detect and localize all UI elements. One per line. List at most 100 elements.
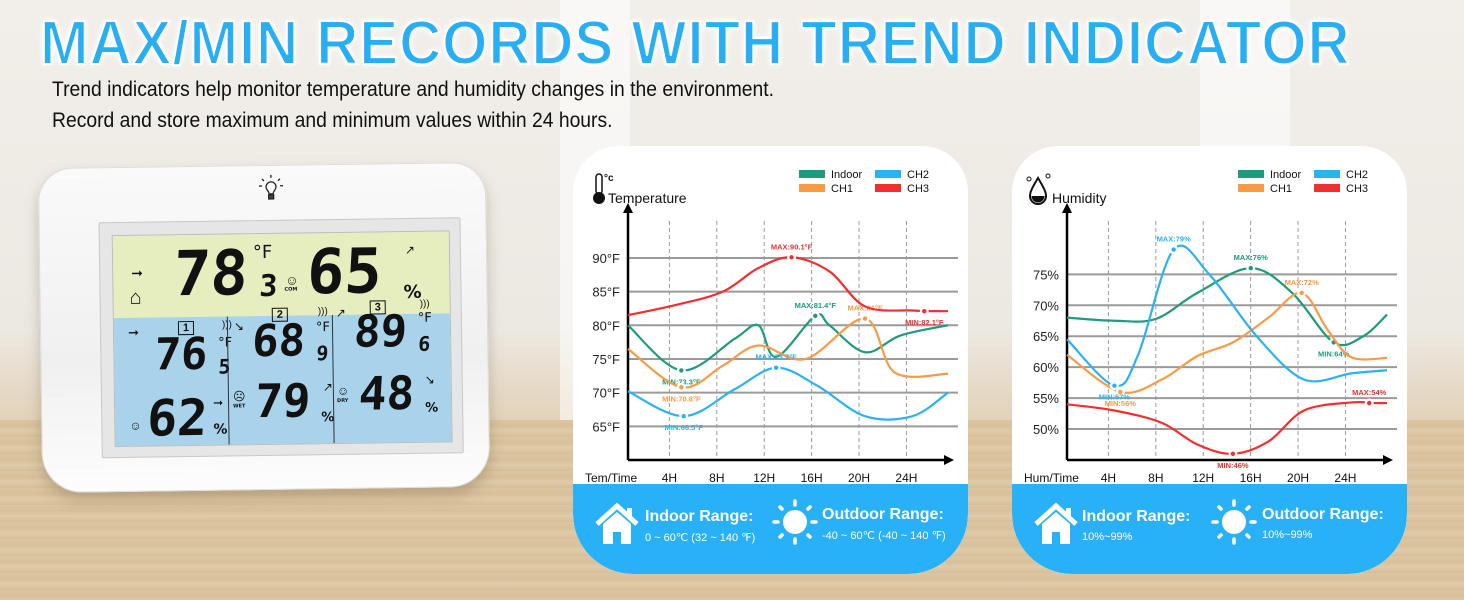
ch3-temp-value: 89 [352,305,409,358]
svg-text:CH3: CH3 [907,183,929,195]
humidity-line-chart: Humidity Indoor CH1 CH2 CH3 50% 55% 60% 65% 70% 75… [1024,169,1397,485]
x-tick-label: 16H [1240,471,1262,485]
sun-icon [1211,499,1257,545]
indoor-range-title: Indoor Range: [645,508,754,525]
trend-up-arrow-icon: ↗ [404,242,416,258]
point-annotation: MIN:70.8°F [662,394,701,403]
series-line-ch2 [627,366,949,421]
ch1-temp-unit: °F [218,335,233,351]
point-annotation: MIN:56% [1105,399,1137,408]
ch3-humidity-value: 48 [357,365,416,421]
series-line-indoor [1066,267,1388,347]
svg-text:CH2: CH2 [907,169,929,181]
humidity-range-footer: Indoor Range: 10%~99% Outdoor Range: 10%… [1012,484,1407,574]
x-tick-label: 8H [1148,471,1163,485]
trend-steady-arrow-icon: ➞ [131,264,144,281]
signal-icon: ))) [317,306,328,318]
outdoor-range-value: 10%~99% [1262,529,1313,541]
humidity-chart-card: Humidity Indoor CH1 CH2 CH3 50% 55% 60% 65% 70% 75… [1012,146,1407,574]
chart-title: Temperature [608,190,687,206]
y-tick-label: 85°F [592,285,620,300]
sun-icon [772,499,818,545]
ch3-temp-unit: °F [417,310,432,326]
trend-down-arrow-icon: ↘ [233,319,245,334]
subtitle-line-1: Trend indicators help monitor temperatur… [52,78,775,101]
x-tick-label: 4H [1101,471,1116,485]
indoor-temp-value: 78 [171,236,250,311]
comfort-face-icon: ☺ [336,383,350,398]
x-tick-label: 4H [662,471,677,485]
lcd-bezel: ➞ ⌂ 78 °F 3 ☺ COM 65 ↗ % ➞ 1 ))) 76 °F 5… [98,217,464,459]
x-tick-label: 8H [709,471,724,485]
x-tick-label: 20H [848,471,870,485]
lightbulb-icon[interactable] [256,173,286,203]
point-annotation: MIN:64% [1318,349,1350,358]
ch1-humidity-unit: % [213,421,228,438]
y-tick-label: 75% [1033,267,1059,282]
trend-steady-arrow-icon: ➞ [127,324,140,340]
series-line-ch2 [1066,244,1388,388]
point-annotation: MAX:90.1°F [771,242,813,251]
y-tick-label: 65% [1033,329,1059,344]
ch2-comfort-label: WET [233,403,246,410]
chart-legend: Indoor CH1 CH2 CH3 [799,169,929,195]
ch2-temp-unit: °F [315,320,331,336]
comfort-face-icon: ☹ [232,389,246,404]
outdoor-range-title: Outdoor Range: [822,506,944,523]
outdoor-range-value: -40 ~ 60℃ (-40 ~ 140 ℉) [822,530,946,542]
outdoor-range-title: Outdoor Range: [1262,506,1384,523]
trend-steady-arrow-icon: ➞ [212,395,224,410]
water-drop-icon [1026,173,1051,205]
lcd-display: ➞ ⌂ 78 °F 3 ☺ COM 65 ↗ % ➞ 1 ))) 76 °F 5… [111,230,453,448]
chart-title: Humidity [1052,190,1106,206]
indoor-panel: ➞ ⌂ 78 °F 3 ☺ COM 65 ↗ % [112,231,450,319]
point-annotation: MIN:66.5°F [664,423,703,432]
ch2-temp-value: 68 [250,315,307,368]
indoor-range-value: 10%~99% [1082,531,1133,543]
x-tick-label: 12H [753,471,775,485]
ch2-humidity-value: 79 [253,373,312,429]
x-tick-label: 20H [1287,471,1309,485]
x-tick-label: 12H [1192,471,1214,485]
temperature-range-footer: Indoor Range: 0 ~ 60℃ (32 ~ 140 ℉) Outdo… [573,484,968,574]
indoor-comfort-label: COM [284,286,298,293]
indoor-range-title: Indoor Range: [1082,508,1191,525]
comfort-face-icon: ☺ [285,272,299,288]
svg-text:Indoor: Indoor [1270,169,1302,181]
y-tick-label: 75°F [592,352,620,367]
temperature-chart-card: °c Temperature Indoor CH1 CH2 CH3 65°F 70°F 75°F… [573,146,968,574]
x-tick-label: 24H [895,471,917,485]
point-annotation: MAX:72% [1285,278,1320,287]
point-annotation: MIN:57% [1099,393,1131,402]
weather-station-device: ➞ ⌂ 78 °F 3 ☺ COM 65 ↗ % ➞ 1 ))) 76 °F 5… [37,161,491,494]
x-tick-label: 24H [1334,471,1356,485]
series-line-indoor [627,313,949,372]
trend-up-arrow-icon: ↗ [335,305,346,320]
subtitle-line-2: Record and store maximum and minimum val… [52,109,613,132]
series-line-ch3 [1066,400,1388,455]
house-icon [595,502,639,544]
series-line-ch1 [1066,291,1388,394]
y-tick-label: 90°F [592,251,620,266]
ch3-comfort-label: DRY [336,397,349,404]
page-headline: MAX/MIN RECORDS WITH TREND INDICATOR [39,8,1351,79]
indoor-house-icon: ⌂ [129,286,142,309]
y-tick-label: 60% [1033,360,1059,375]
ch3-temp-decimal: 6 [417,331,431,356]
chart-legend: Indoor CH1 CH2 CH3 [1238,169,1368,195]
point-annotation: MIN:82.1°F [905,318,944,327]
ch1-temp-decimal: 5 [217,354,232,379]
ch1-temp-value: 76 [152,328,209,381]
svg-text:°c: °c [604,173,614,184]
trend-up-arrow-icon: ↗ [322,380,333,395]
svg-text:CH3: CH3 [1346,183,1368,195]
y-tick-label: 70°F [592,386,620,401]
y-tick-label: 50% [1033,422,1059,437]
house-icon [1034,502,1078,544]
indoor-range-value: 0 ~ 60℃ (32 ~ 140 ℉) [645,532,756,544]
y-tick-label: 55% [1033,391,1059,406]
trend-down-arrow-icon: ↘ [424,372,435,387]
point-annotation: MIN:73.3°F [662,377,701,386]
svg-text:Indoor: Indoor [831,169,863,181]
signal-icon: ))) [419,298,430,310]
